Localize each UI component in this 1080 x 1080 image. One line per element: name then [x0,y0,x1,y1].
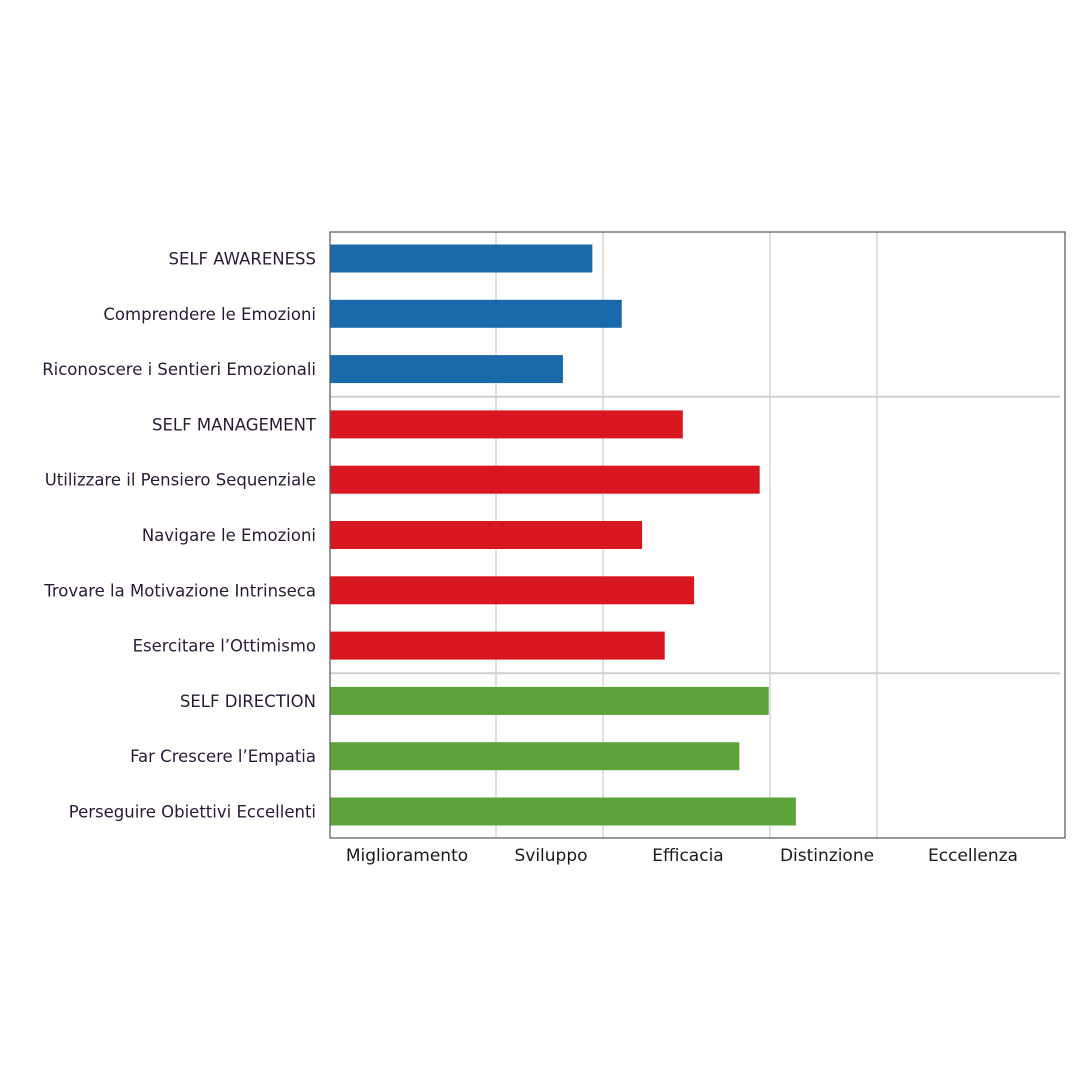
category-label: Esercitare l’Ottimismo [133,637,316,656]
x-tick-label: Eccellenza [928,846,1018,866]
category-label: Navigare le Emozioni [142,526,316,545]
x-tick-label: Sviluppo [514,846,587,866]
bar [330,686,769,715]
plot-frame [329,231,1066,839]
bar [330,742,740,771]
group-separators [330,395,1060,675]
bar [330,244,593,273]
category-labels: SELF AWARENESS Comprendere le Emozioni Ric… [42,250,317,822]
bars [330,244,796,826]
bar [330,631,665,660]
bar [330,299,622,328]
bar [330,410,683,439]
x-tick-label: Miglioramento [346,846,468,866]
category-label: Comprendere le Emozioni [103,305,316,324]
category-label: SELF AWARENESS [168,250,316,269]
bar [330,521,643,549]
category-label: Trovare la Motivazione Intrinseca [43,581,316,600]
bar [330,576,695,605]
category-label: SELF DIRECTION [180,692,316,711]
x-tick-label: Efficacia [652,846,723,866]
bar [330,465,760,494]
bar [330,797,796,826]
category-label: Riconoscere i Sentieri Emozionali [42,360,316,379]
category-label: Far Crescere l’Empatia [130,747,316,766]
bar [330,355,563,384]
category-label: Utilizzare il Pensiero Sequenziale [45,471,316,490]
x-tick-label: Distinzione [780,846,874,866]
category-label: SELF MANAGEMENT [152,415,317,434]
x-tick-labels: Miglioramento Sviluppo Efficacia Distinzion… [346,846,1018,866]
category-label: Perseguire Obiettivi Eccellenti [69,803,316,822]
